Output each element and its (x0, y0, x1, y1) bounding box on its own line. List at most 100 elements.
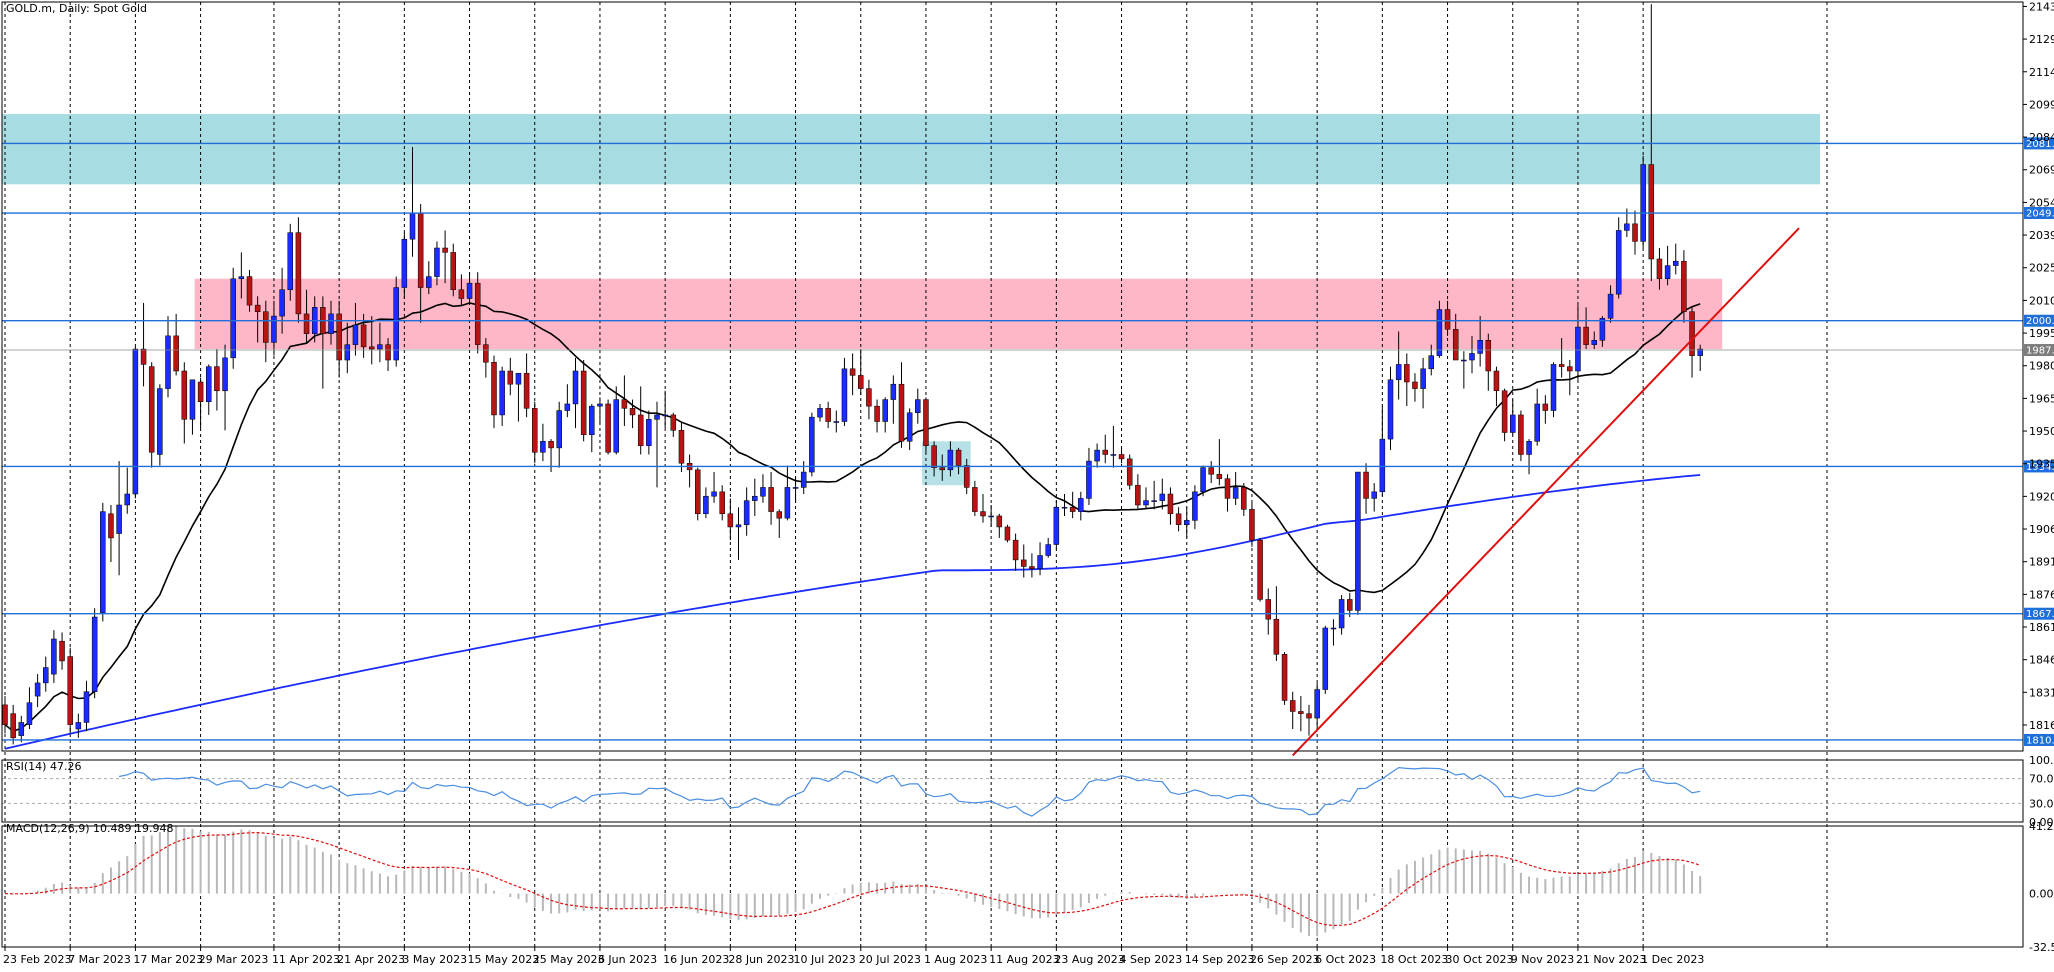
candle-body (858, 375, 864, 389)
candle-body (613, 399, 619, 453)
candle-body (1420, 368, 1426, 389)
candle-body (287, 232, 293, 290)
candle-body (1469, 353, 1475, 361)
price-tag-label: 1810.02 (2026, 735, 2054, 746)
candle-body (1021, 559, 1027, 567)
candle-body (1412, 381, 1418, 389)
candle-body (939, 467, 945, 471)
x-tick-label: 10 Jul 2023 (794, 953, 856, 966)
x-tick-label: 15 May 2023 (468, 953, 540, 966)
candle-body (385, 344, 391, 361)
candle-body (157, 388, 163, 455)
candle-body (866, 388, 872, 407)
candle-body (1330, 627, 1337, 630)
y-tick-label: 1906.06 (2029, 523, 2054, 536)
candle-body (988, 515, 994, 518)
candle-body (499, 370, 505, 416)
rsi-tick-label: 30.00 (2029, 797, 2054, 810)
candle-body (1648, 164, 1655, 260)
price-tag (2024, 733, 2054, 746)
candle-body (947, 449, 954, 471)
y-tick-label: 1891.19 (2029, 556, 2054, 569)
macd-tick-label: 0.000 (2029, 888, 2054, 901)
macd-tick-label: -32.593 (2029, 941, 2054, 954)
candle-body (972, 487, 978, 512)
resistance-zone-cyan (2, 114, 1820, 185)
candle-body (849, 368, 856, 376)
candle-body (206, 366, 212, 403)
candle-body (59, 640, 65, 662)
x-tick-label: 18 Oct 2023 (1380, 953, 1448, 966)
y-tick-label: 1920.93 (2029, 490, 2054, 503)
x-tick-label: 16 Jun 2023 (663, 953, 729, 966)
candle-body (116, 504, 122, 534)
candle-body (980, 511, 986, 517)
candle-body (1558, 364, 1565, 367)
candle-body (670, 414, 677, 431)
price-tag-label: 2000.89 (2026, 316, 2054, 327)
candle-body (165, 335, 171, 389)
candle-body (963, 465, 970, 488)
chart-title: GOLD.m, Daily: Spot Gold (6, 2, 147, 15)
candle-body (1615, 230, 1622, 295)
x-tick-label: 6 Jun 2023 (598, 953, 657, 966)
candle-body (271, 315, 277, 343)
candle-body (1477, 340, 1483, 354)
candle-body (540, 441, 546, 453)
candle-body (336, 313, 342, 361)
candle-body (784, 487, 791, 519)
candle-body (2, 704, 8, 725)
candle-body (67, 656, 73, 725)
candle-body (1534, 403, 1540, 442)
candle-body (1656, 258, 1663, 280)
candle-body (1689, 311, 1695, 356)
candle-body (1452, 329, 1459, 361)
candle-body (352, 324, 359, 345)
candle-body (662, 414, 668, 417)
candle-body (654, 414, 660, 420)
candle-body (238, 276, 245, 280)
candle-body (254, 304, 261, 312)
candle-body (841, 368, 848, 422)
candle-body (377, 344, 383, 350)
price-tag (2024, 344, 2054, 357)
y-tick-label: 2039.89 (2029, 229, 2054, 242)
candle-body (743, 500, 750, 526)
candle-body (776, 511, 782, 519)
x-tick-label: 23 Aug 2023 (1054, 953, 1124, 966)
candle-body (768, 487, 774, 512)
y-tick-label: 2010.15 (2029, 294, 2054, 307)
rsi-tick-label: 70.00 (2029, 773, 2054, 786)
price-tag (2024, 207, 2054, 220)
candle-body (417, 212, 424, 288)
candle-body (1697, 348, 1703, 356)
candle-body (1681, 260, 1687, 312)
candle-body (1069, 506, 1076, 512)
candle-body (1012, 539, 1019, 561)
candle-body (1583, 326, 1589, 345)
candle-body (458, 289, 465, 299)
candle-body (246, 276, 253, 306)
candle-body (1216, 473, 1223, 479)
candle-body (1232, 487, 1239, 499)
x-tick-label: 7 Mar 2023 (68, 953, 131, 966)
candle-body (75, 722, 82, 730)
candle-body (580, 370, 587, 435)
x-tick-label: 25 May 2023 (533, 953, 605, 966)
candle-body (532, 408, 538, 453)
candle-body (589, 405, 595, 435)
candle-body (409, 212, 416, 240)
candle-body (1371, 491, 1377, 499)
candle-body (1175, 513, 1182, 526)
candle-body (100, 511, 106, 613)
candle-body (1208, 467, 1214, 475)
candle-body (825, 408, 831, 422)
candle-body (1428, 355, 1434, 370)
candle-body (752, 495, 758, 501)
candle-body (344, 344, 351, 361)
candle-body (1249, 509, 1255, 541)
candle-body (401, 238, 408, 288)
candle-body (483, 344, 489, 363)
candle-body (279, 289, 285, 317)
x-tick-label: 30 Oct 2023 (1446, 953, 1514, 966)
